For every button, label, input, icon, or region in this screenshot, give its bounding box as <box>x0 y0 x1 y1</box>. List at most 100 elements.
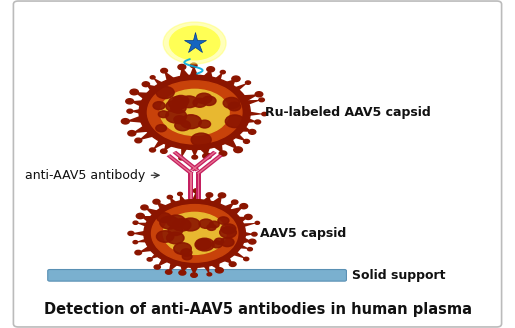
Circle shape <box>174 243 192 255</box>
Circle shape <box>207 67 215 72</box>
Circle shape <box>157 231 174 242</box>
Circle shape <box>181 249 192 256</box>
Polygon shape <box>212 143 223 154</box>
Circle shape <box>153 199 160 204</box>
Circle shape <box>180 96 198 108</box>
Polygon shape <box>243 232 254 236</box>
Circle shape <box>154 265 160 269</box>
Polygon shape <box>241 223 258 228</box>
Circle shape <box>207 224 216 230</box>
Polygon shape <box>181 147 188 158</box>
Circle shape <box>175 120 191 131</box>
Polygon shape <box>150 253 161 259</box>
Polygon shape <box>145 208 160 216</box>
Polygon shape <box>202 69 213 79</box>
Polygon shape <box>139 131 155 140</box>
Circle shape <box>167 195 173 199</box>
Circle shape <box>259 98 264 102</box>
Circle shape <box>220 238 234 247</box>
Circle shape <box>179 270 186 275</box>
Circle shape <box>168 96 187 110</box>
Circle shape <box>223 97 240 109</box>
Polygon shape <box>146 84 158 92</box>
Polygon shape <box>214 72 223 81</box>
Polygon shape <box>239 125 252 132</box>
Circle shape <box>149 148 156 152</box>
Text: anti-AAV5 antibody: anti-AAV5 antibody <box>26 169 159 182</box>
Polygon shape <box>224 79 236 88</box>
Polygon shape <box>180 264 190 273</box>
Circle shape <box>128 131 136 136</box>
Circle shape <box>202 96 216 106</box>
Polygon shape <box>190 151 217 172</box>
Circle shape <box>170 103 186 113</box>
Circle shape <box>191 63 197 68</box>
Circle shape <box>221 224 236 234</box>
Circle shape <box>199 219 213 228</box>
Circle shape <box>219 151 227 156</box>
Polygon shape <box>131 231 146 236</box>
Polygon shape <box>192 191 200 201</box>
Circle shape <box>226 115 244 128</box>
Text: Detection of anti-AAV5 antibodies in human plasma: Detection of anti-AAV5 antibodies in hum… <box>43 302 472 317</box>
Circle shape <box>169 26 220 60</box>
Circle shape <box>196 93 212 104</box>
Polygon shape <box>164 142 174 151</box>
Polygon shape <box>203 264 210 274</box>
Circle shape <box>255 221 260 224</box>
Polygon shape <box>196 154 223 175</box>
Circle shape <box>166 232 184 244</box>
Circle shape <box>160 89 229 135</box>
Circle shape <box>139 75 250 150</box>
Circle shape <box>195 238 214 251</box>
Polygon shape <box>222 202 235 211</box>
Polygon shape <box>231 251 246 259</box>
Circle shape <box>165 270 172 274</box>
Circle shape <box>232 76 240 82</box>
Circle shape <box>193 189 199 193</box>
Circle shape <box>220 227 236 238</box>
Circle shape <box>158 111 168 118</box>
Circle shape <box>249 130 256 134</box>
Circle shape <box>210 221 219 228</box>
Circle shape <box>220 71 225 74</box>
Polygon shape <box>173 151 199 172</box>
Polygon shape <box>168 155 192 174</box>
Polygon shape <box>130 100 145 107</box>
Circle shape <box>244 139 249 143</box>
FancyBboxPatch shape <box>13 1 502 327</box>
Polygon shape <box>169 261 179 272</box>
Polygon shape <box>152 77 164 86</box>
Polygon shape <box>135 223 149 227</box>
Circle shape <box>141 205 148 210</box>
Circle shape <box>178 64 186 70</box>
Circle shape <box>166 109 186 123</box>
Circle shape <box>163 22 226 64</box>
Circle shape <box>147 81 242 144</box>
Polygon shape <box>221 256 233 264</box>
Circle shape <box>144 199 246 267</box>
Circle shape <box>147 258 152 261</box>
Polygon shape <box>198 147 211 156</box>
Polygon shape <box>157 257 169 267</box>
Circle shape <box>218 193 226 198</box>
Circle shape <box>199 120 211 128</box>
Circle shape <box>181 218 200 231</box>
Circle shape <box>151 205 238 262</box>
Circle shape <box>135 138 142 143</box>
Circle shape <box>163 212 226 255</box>
Circle shape <box>215 268 224 273</box>
Circle shape <box>245 215 252 219</box>
Circle shape <box>133 241 138 244</box>
Circle shape <box>150 76 155 79</box>
Circle shape <box>206 193 213 197</box>
Text: AAV5 capsid: AAV5 capsid <box>260 227 346 240</box>
Circle shape <box>160 216 179 229</box>
Polygon shape <box>174 152 198 171</box>
Polygon shape <box>246 117 258 123</box>
Polygon shape <box>164 71 176 82</box>
Polygon shape <box>233 133 247 141</box>
Polygon shape <box>228 206 244 215</box>
Polygon shape <box>191 148 199 157</box>
Circle shape <box>246 81 250 84</box>
